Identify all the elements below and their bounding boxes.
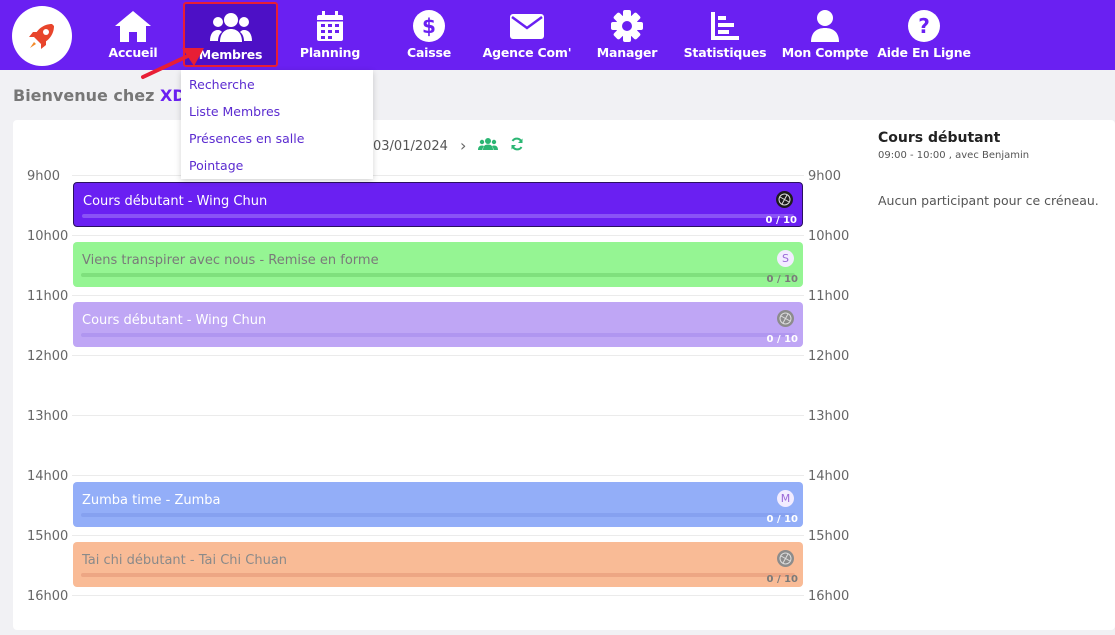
nav-agence-com[interactable]: Agence Com' [482, 0, 572, 70]
event-capacity-bar [82, 214, 794, 218]
nav-label: Planning [299, 45, 361, 60]
app-logo[interactable] [12, 6, 72, 66]
coach-avatar-icon [777, 550, 794, 567]
svg-text:$: $ [422, 14, 436, 38]
hour-gridline [72, 475, 804, 476]
nav-label: Membres [198, 47, 263, 62]
menu-item-liste-membres[interactable]: Liste Membres [189, 104, 281, 119]
nav-aide-en-ligne[interactable]: ? Aide En Ligne [877, 0, 971, 70]
slot-detail-subtitle: 09:00 - 10:00 , avec Benjamin [878, 150, 1030, 161]
nav-label: Statistiques [683, 45, 767, 60]
membres-dropdown-menu: Recherche Liste Membres Présences en sal… [181, 70, 373, 179]
coach-avatar-icon [777, 310, 794, 327]
event-block[interactable]: Cours débutant - Wing Chun 0 / 10 [73, 302, 803, 347]
event-block[interactable]: Cours débutant - Wing Chun 0 / 10 [73, 182, 803, 227]
event-capacity-bar [81, 513, 795, 517]
event-title: Tai chi débutant - Tai Chi Chuan [82, 553, 288, 568]
hour-label-left: 15h00 [27, 529, 69, 544]
hour-label-right: 13h00 [808, 409, 850, 424]
help-icon: ? [907, 9, 941, 43]
nav-label: Mon Compte [781, 45, 869, 60]
slot-detail-empty-message: Aucun participant pour ce créneau. [878, 193, 1099, 208]
event-participant-count: 0 / 10 [766, 574, 799, 585]
event-participant-count: 0 / 10 [765, 215, 798, 226]
hour-label-right: 16h00 [808, 589, 850, 604]
hour-label-left: 9h00 [27, 169, 61, 184]
menu-item-presences-en-salle[interactable]: Présences en salle [189, 131, 305, 146]
event-block[interactable]: Viens transpirer avec nous - Remise en f… [73, 242, 803, 287]
chart-icon [709, 9, 741, 43]
nav-label: Caisse [406, 45, 452, 60]
slot-detail-title: Cours débutant [878, 130, 1001, 146]
nav-statistiques[interactable]: Statistiques [683, 0, 767, 70]
coach-avatar-icon [776, 191, 793, 208]
annotation-arrow-icon [141, 48, 204, 79]
hour-gridline [72, 175, 804, 176]
hour-label-right: 12h00 [808, 349, 850, 364]
event-block[interactable]: Tai chi débutant - Tai Chi Chuan 0 / 10 [73, 542, 803, 587]
event-participant-count: 0 / 10 [766, 274, 799, 285]
event-block[interactable]: Zumba time - Zumba 0 / 10 M [73, 482, 803, 527]
refresh-icon[interactable] [510, 137, 524, 155]
hour-label-left: 12h00 [27, 349, 69, 364]
coach-avatar: S [777, 250, 794, 267]
hour-label-right: 14h00 [808, 469, 850, 484]
event-capacity-bar [81, 333, 795, 337]
menu-item-recherche[interactable]: Recherche [189, 77, 255, 92]
event-participant-count: 0 / 10 [766, 334, 799, 345]
svg-text:?: ? [918, 14, 930, 38]
current-date[interactable]: 03/01/2024 [373, 138, 448, 154]
nav-label: Agence Com' [482, 45, 572, 60]
coach-avatar: M [777, 490, 794, 507]
users-icon [209, 11, 253, 45]
hour-gridline [72, 235, 804, 236]
hour-label-left: 11h00 [27, 289, 69, 304]
hour-label-right: 15h00 [808, 529, 850, 544]
participants-icon[interactable] [478, 137, 499, 155]
nav-membres[interactable]: Membres [183, 2, 278, 67]
event-title: Cours débutant - Wing Chun [82, 313, 267, 328]
rocket-icon [29, 24, 54, 49]
calendar-icon [315, 9, 345, 43]
hour-gridline [72, 535, 804, 536]
welcome-heading: Bienvenue chez XD [13, 86, 186, 105]
hour-label-left: 16h00 [27, 589, 69, 604]
nav-label: Manager [596, 45, 658, 60]
event-title: Viens transpirer avec nous - Remise en f… [82, 253, 379, 268]
nav-label: Aide En Ligne [877, 45, 971, 60]
nav-caisse[interactable]: $ Caisse [405, 0, 453, 70]
gear-icon [610, 9, 644, 43]
nav-planning[interactable]: Planning [300, 0, 360, 70]
hour-gridline [72, 415, 804, 416]
event-title: Zumba time - Zumba [82, 493, 221, 508]
dollar-icon: $ [412, 9, 446, 43]
nav-accueil[interactable]: Accueil [105, 0, 161, 70]
hour-gridline [72, 355, 804, 356]
menu-item-pointage[interactable]: Pointage [189, 158, 244, 173]
club-name: XD [160, 86, 186, 105]
event-capacity-bar [81, 273, 795, 277]
home-icon [113, 9, 153, 43]
hour-label-left: 10h00 [27, 229, 69, 244]
event-capacity-bar [81, 573, 795, 577]
user-icon [810, 9, 840, 43]
nav-mon-compte[interactable]: Mon Compte [781, 0, 869, 70]
date-navigation: 03/01/2024 › [373, 137, 524, 155]
chevron-right-icon[interactable]: › [459, 136, 467, 155]
welcome-prefix: Bienvenue chez [13, 86, 155, 105]
envelope-icon [509, 9, 545, 43]
event-title: Cours débutant - Wing Chun [83, 194, 268, 209]
hour-label-left: 13h00 [27, 409, 69, 424]
nav-manager[interactable]: Manager [596, 0, 658, 70]
hour-label-left: 14h00 [27, 469, 69, 484]
hour-gridline [72, 295, 804, 296]
hour-label-right: 11h00 [808, 289, 850, 304]
event-participant-count: 0 / 10 [766, 514, 799, 525]
nav-label: Accueil [108, 45, 158, 60]
hour-gridline [72, 595, 804, 596]
hour-label-right: 10h00 [808, 229, 850, 244]
hour-label-right: 9h00 [808, 169, 842, 184]
